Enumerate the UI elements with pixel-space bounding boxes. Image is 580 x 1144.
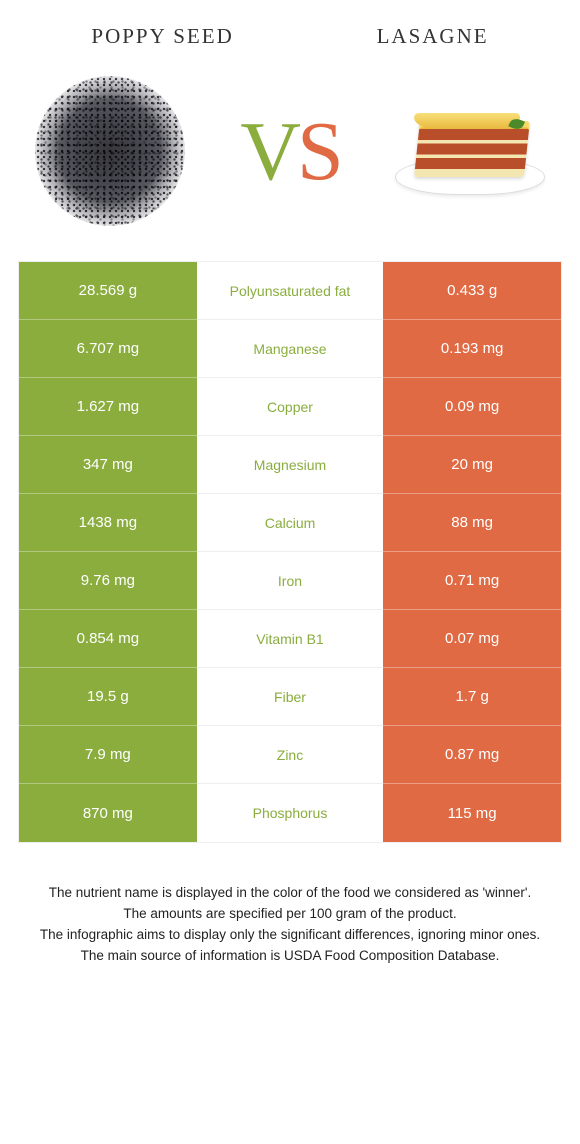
table-row: 19.5 gFiber1.7 g <box>19 668 561 726</box>
right-value: 115 mg <box>383 784 561 842</box>
nutrient-name: Calcium <box>197 494 384 552</box>
right-value: 0.07 mg <box>383 610 561 668</box>
right-value: 0.193 mg <box>383 320 561 378</box>
nutrient-name: Vitamin B1 <box>197 610 384 668</box>
left-value: 1.627 mg <box>19 378 197 436</box>
lasagne-illustration <box>395 101 545 201</box>
nutrient-name: Iron <box>197 552 384 610</box>
left-value: 1438 mg <box>19 494 197 552</box>
vs-v: V <box>240 105 297 198</box>
nutrient-name: Polyunsaturated fat <box>197 262 384 320</box>
poppy-seed-illustration <box>35 76 185 226</box>
left-value: 28.569 g <box>19 262 197 320</box>
right-food-title: LASAGNE <box>377 24 489 49</box>
nutrient-name: Copper <box>197 378 384 436</box>
right-value: 0.71 mg <box>383 552 561 610</box>
table-row: 28.569 gPolyunsaturated fat0.433 g <box>19 262 561 320</box>
nutrient-name: Phosphorus <box>197 784 384 842</box>
table-row: 1438 mgCalcium88 mg <box>19 494 561 552</box>
vs-s: S <box>297 105 340 198</box>
left-food-title: POPPY SEED <box>91 24 233 49</box>
left-value: 870 mg <box>19 784 197 842</box>
left-value: 9.76 mg <box>19 552 197 610</box>
nutrient-name: Fiber <box>197 668 384 726</box>
table-row: 347 mgMagnesium20 mg <box>19 436 561 494</box>
vs-label: VS <box>240 103 339 200</box>
nutrient-name: Zinc <box>197 726 384 784</box>
left-value: 19.5 g <box>19 668 197 726</box>
table-row: 1.627 mgCopper0.09 mg <box>19 378 561 436</box>
footer-line: The main source of information is USDA F… <box>34 946 546 967</box>
left-value: 0.854 mg <box>19 610 197 668</box>
left-value: 347 mg <box>19 436 197 494</box>
nutrient-name: Magnesium <box>197 436 384 494</box>
right-value: 1.7 g <box>383 668 561 726</box>
right-value: 20 mg <box>383 436 561 494</box>
right-value: 0.433 g <box>383 262 561 320</box>
footer-line: The amounts are specified per 100 gram o… <box>34 904 546 925</box>
table-row: 870 mgPhosphorus115 mg <box>19 784 561 842</box>
right-value: 0.87 mg <box>383 726 561 784</box>
table-row: 6.707 mgManganese0.193 mg <box>19 320 561 378</box>
nutrient-table: 28.569 gPolyunsaturated fat0.433 g6.707 … <box>18 261 562 843</box>
table-row: 9.76 mgIron0.71 mg <box>19 552 561 610</box>
nutrient-name: Manganese <box>197 320 384 378</box>
table-row: 0.854 mgVitamin B10.07 mg <box>19 610 561 668</box>
table-row: 7.9 mgZinc0.87 mg <box>19 726 561 784</box>
right-food-image <box>390 71 550 231</box>
left-value: 6.707 mg <box>19 320 197 378</box>
left-value: 7.9 mg <box>19 726 197 784</box>
footer-line: The nutrient name is displayed in the co… <box>34 883 546 904</box>
footer-notes: The nutrient name is displayed in the co… <box>0 843 580 967</box>
footer-line: The infographic aims to display only the… <box>34 925 546 946</box>
right-value: 88 mg <box>383 494 561 552</box>
left-food-image <box>30 71 190 231</box>
header: POPPY SEED LASAGNE <box>0 0 580 61</box>
right-value: 0.09 mg <box>383 378 561 436</box>
hero-row: VS <box>0 61 580 261</box>
